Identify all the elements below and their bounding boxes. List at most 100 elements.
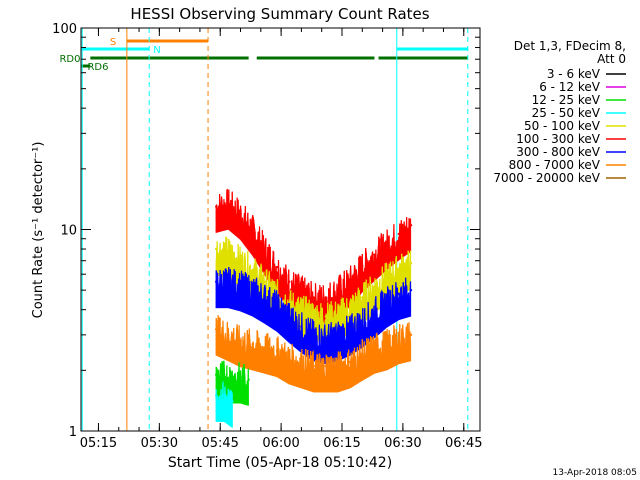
data-point bbox=[409, 224, 413, 227]
data-point bbox=[251, 228, 254, 231]
data-point bbox=[227, 202, 230, 205]
series-line-25-50-kev bbox=[215, 381, 233, 411]
y-tick-label: 100 bbox=[52, 22, 77, 37]
data-point bbox=[348, 306, 352, 309]
data-point bbox=[263, 247, 267, 251]
data-point bbox=[373, 285, 376, 288]
data-point bbox=[348, 279, 352, 282]
data-point bbox=[227, 250, 230, 253]
data-point bbox=[312, 296, 315, 299]
data-point bbox=[324, 336, 327, 340]
series-25-50-kev bbox=[214, 381, 234, 428]
data-point bbox=[239, 375, 242, 379]
data-point bbox=[385, 300, 388, 303]
legend-label-50-100-kev: 50 - 100 keV bbox=[524, 119, 601, 133]
series-line-300-800-kev bbox=[215, 266, 411, 354]
x-tick-label: 06:15 bbox=[323, 436, 360, 451]
series-300-800-kev bbox=[214, 266, 413, 365]
data-point bbox=[288, 315, 291, 318]
data-point bbox=[300, 308, 303, 311]
data-point bbox=[336, 312, 340, 316]
data-point bbox=[227, 280, 230, 284]
data-point bbox=[214, 373, 218, 377]
data-point bbox=[312, 364, 315, 368]
data-point bbox=[361, 296, 364, 299]
data-point bbox=[251, 342, 254, 346]
data-point bbox=[300, 325, 303, 328]
data-point bbox=[214, 280, 218, 284]
data-point bbox=[385, 275, 388, 279]
series-800-7000-kev bbox=[214, 315, 413, 393]
data-point bbox=[348, 328, 352, 331]
data-point bbox=[275, 349, 279, 353]
flag-label-rd6: RD6 bbox=[87, 62, 108, 73]
data-point bbox=[214, 394, 218, 397]
legend-label-3-6-kev: 3 - 6 keV bbox=[547, 67, 601, 81]
timestamp: 13-Apr-2018 08:05 bbox=[553, 468, 637, 478]
data-point bbox=[214, 205, 218, 208]
data-point bbox=[288, 356, 291, 360]
chart-title: HESSI Observing Summary Count Rates bbox=[130, 5, 429, 23]
data-point bbox=[239, 339, 242, 343]
flag-label-rd0: RD0 bbox=[59, 54, 80, 65]
legend-label-25-50-kev: 25 - 50 keV bbox=[532, 106, 601, 120]
x-tick-label: 06:30 bbox=[384, 436, 421, 451]
x-axis-label: Start Time (05-Apr-18 05:10:42) bbox=[168, 455, 392, 471]
data-point bbox=[227, 333, 230, 337]
data-point bbox=[214, 328, 218, 331]
data-point bbox=[361, 264, 364, 268]
legend-label-100-300-kev: 100 - 300 keV bbox=[516, 132, 600, 146]
series-line-800-7000-kev bbox=[215, 315, 411, 382]
legend-header: Att 0 bbox=[597, 52, 626, 66]
x-tick-label: 05:30 bbox=[141, 436, 178, 451]
data-point bbox=[275, 265, 279, 269]
data-point bbox=[397, 336, 401, 340]
y-axis-label: Count Rate (s⁻¹ detector⁻¹) bbox=[31, 142, 46, 319]
legend-label-6-12-kev: 6 - 12 keV bbox=[539, 80, 601, 94]
data-point bbox=[251, 288, 254, 292]
y-tick-label: 10 bbox=[60, 224, 77, 239]
legend-label-300-800-kev: 300 - 800 keV bbox=[516, 145, 600, 159]
data-point bbox=[247, 378, 250, 381]
data-point bbox=[251, 268, 254, 272]
y-tick-label: 1 bbox=[69, 425, 77, 440]
data-point bbox=[361, 320, 364, 323]
data-point bbox=[409, 288, 413, 292]
data-point bbox=[263, 296, 267, 299]
data-point bbox=[373, 310, 376, 314]
data-point bbox=[324, 296, 327, 299]
data-point bbox=[231, 375, 234, 379]
data-point bbox=[385, 242, 388, 245]
data-point bbox=[373, 253, 376, 256]
legend-label-7000-20000-kev: 7000 - 20000 keV bbox=[493, 171, 600, 185]
data-point bbox=[263, 346, 267, 349]
data-point bbox=[312, 312, 315, 316]
data-point bbox=[214, 247, 218, 251]
data-point bbox=[373, 346, 376, 349]
x-tick-label: 05:45 bbox=[201, 436, 238, 451]
flag-label-s: S bbox=[110, 37, 116, 48]
data-point bbox=[263, 280, 267, 284]
x-tick-label: 06:00 bbox=[262, 436, 299, 451]
data-point bbox=[397, 292, 401, 295]
data-point bbox=[397, 232, 401, 236]
data-point bbox=[300, 360, 303, 364]
data-point bbox=[409, 262, 413, 265]
data-point bbox=[239, 259, 242, 262]
data-point bbox=[336, 288, 340, 292]
data-point bbox=[223, 373, 226, 377]
data-point bbox=[288, 280, 291, 284]
legend-label-12-25-kev: 12 - 25 keV bbox=[532, 93, 601, 107]
legend-header: Det 1,3, FDecim 8, bbox=[514, 39, 626, 53]
x-tick-label: 05:15 bbox=[80, 436, 117, 451]
data-point bbox=[336, 364, 340, 368]
data-point bbox=[231, 400, 234, 403]
data-point bbox=[397, 267, 401, 270]
data-point bbox=[409, 333, 413, 337]
data-point bbox=[324, 364, 327, 368]
flag-label-n: N bbox=[153, 45, 160, 56]
data-point bbox=[336, 333, 340, 337]
legend-label-800-7000-kev: 800 - 7000 keV bbox=[509, 158, 601, 172]
